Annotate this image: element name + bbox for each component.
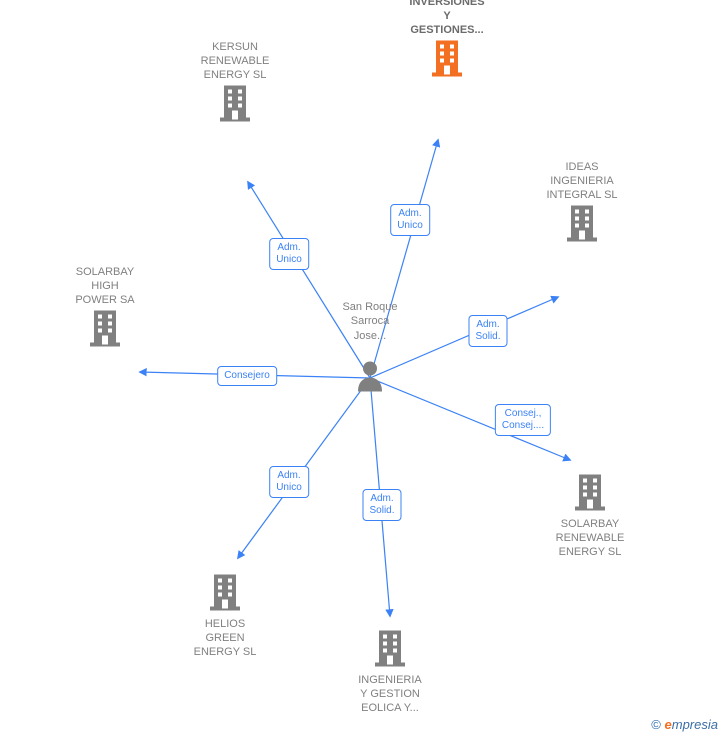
center-person-icon	[355, 360, 385, 397]
brand-rest: mpresia	[672, 717, 718, 732]
building-icon	[565, 204, 599, 247]
edge-label: Adm. Solid.	[468, 315, 507, 347]
center-label: San Roque Sarroca Jose...	[325, 300, 415, 343]
building-icon	[218, 84, 252, 127]
node-label: SOLARBAY RENEWABLE ENERGY SL	[530, 518, 650, 559]
node-label: KERSUN RENEWABLE ENERGY SL	[175, 41, 295, 82]
network-diagram: San Roque Sarroca Jose... KERSUN RENEWAB…	[0, 0, 728, 740]
edge-label: Adm. Unico	[269, 238, 309, 270]
brand-e: e	[665, 717, 672, 732]
copyright-symbol: ©	[651, 717, 661, 732]
building-icon	[373, 629, 407, 672]
node-label: INGENIERIA Y GESTION EOLICA Y...	[330, 674, 450, 715]
edge-label: Adm. Solid.	[362, 489, 401, 521]
building-icon	[208, 573, 242, 616]
node-label: INVERSIONES Y GESTIONES...	[387, 0, 507, 37]
building-icon	[430, 39, 464, 82]
building-icon	[573, 473, 607, 516]
edge-label: Consejero	[217, 366, 277, 386]
node-label: SOLARBAY HIGH POWER SA	[45, 266, 165, 307]
node-label: HELIOS GREEN ENERGY SL	[165, 618, 285, 659]
building-icon	[88, 309, 122, 352]
edge-label: Adm. Unico	[269, 466, 309, 498]
edge-label: Consej., Consej....	[495, 404, 551, 436]
edge-line	[248, 182, 370, 378]
edge-label: Adm. Unico	[390, 204, 430, 236]
node-label: IDEAS INGENIERIA INTEGRAL SL	[522, 161, 642, 202]
copyright: © empresia	[651, 717, 718, 732]
